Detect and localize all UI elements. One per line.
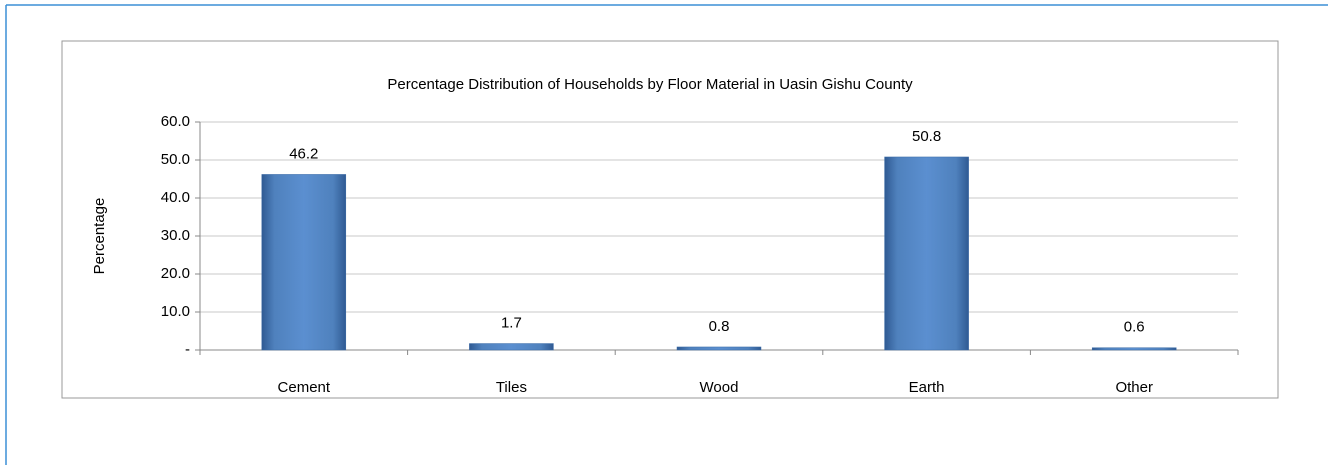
- y-axis-label: Percentage: [91, 198, 108, 275]
- data-label: 0.6: [1124, 319, 1145, 336]
- chart-title: Percentage Distribution of Households by…: [387, 76, 913, 93]
- data-label: 0.8: [709, 318, 730, 335]
- y-tick-label: 60.0: [161, 113, 190, 130]
- x-tick-label: Cement: [278, 379, 331, 396]
- x-tick-label: Earth: [909, 379, 945, 396]
- y-tick-label: 40.0: [161, 189, 190, 206]
- bar: [469, 343, 554, 351]
- data-label: 46.2: [289, 145, 318, 162]
- y-tick-label: 50.0: [161, 151, 190, 168]
- x-tick-label: Wood: [700, 379, 739, 396]
- bar: [676, 346, 762, 351]
- bar: [884, 156, 969, 351]
- y-tick-label: -: [185, 341, 190, 358]
- x-tick-label: Other: [1115, 379, 1153, 396]
- chart-box: [61, 40, 1279, 399]
- y-tick-label: 30.0: [161, 227, 190, 244]
- y-tick-label: 20.0: [161, 265, 190, 282]
- x-tick-label: Tiles: [496, 379, 527, 396]
- data-label: 50.8: [912, 128, 941, 145]
- y-tick-label: 10.0: [161, 303, 190, 320]
- bar: [1091, 347, 1177, 351]
- data-label: 1.7: [501, 315, 522, 332]
- bar: [261, 174, 347, 351]
